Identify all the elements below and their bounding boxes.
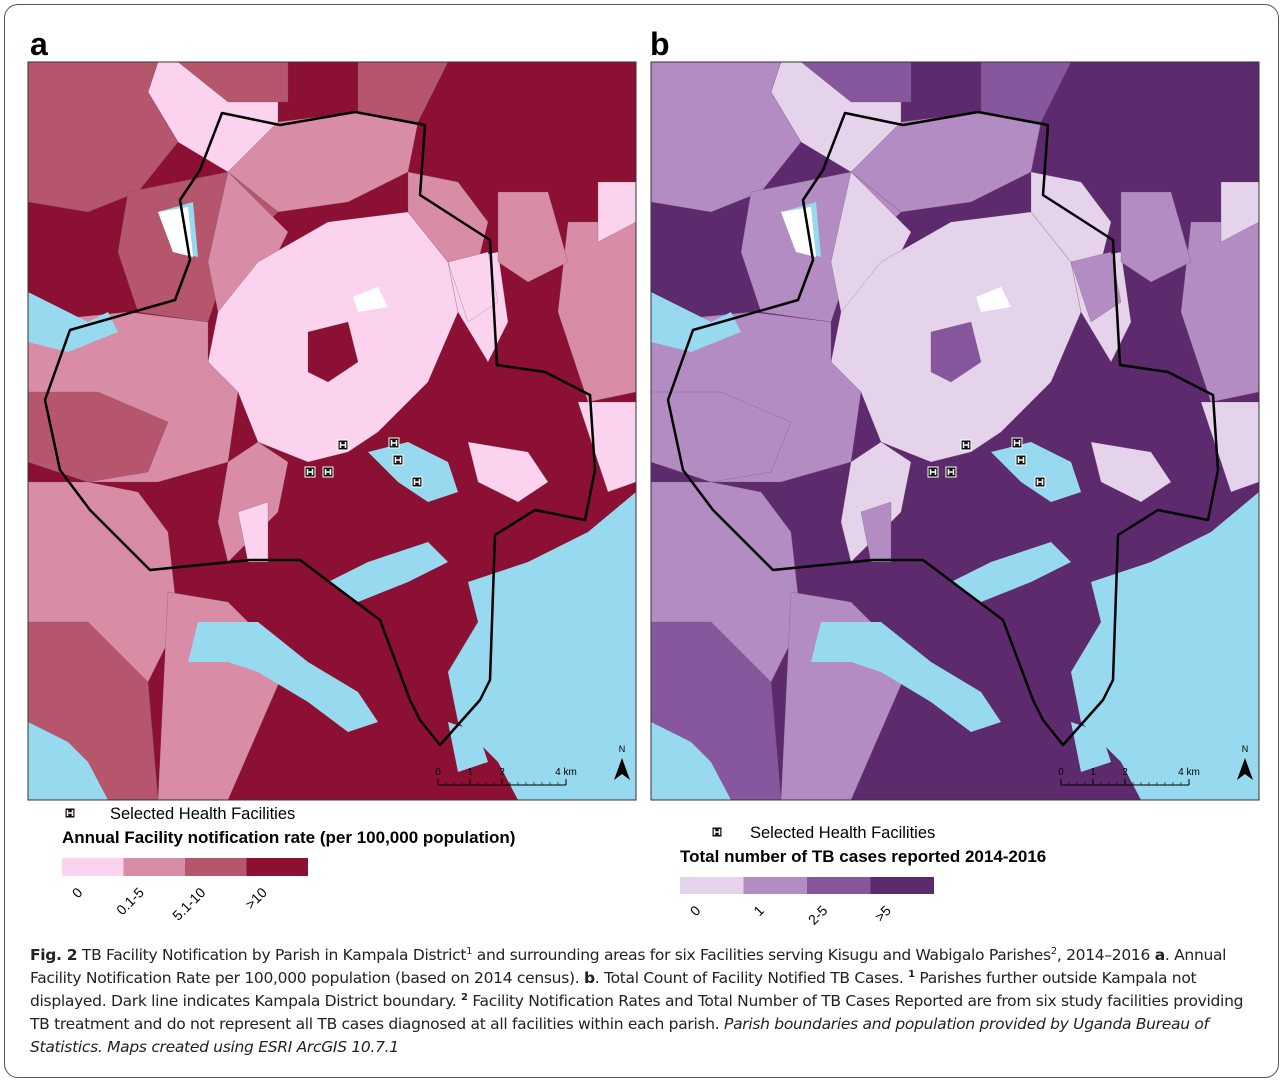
legend-label: 0.1-5 (113, 884, 147, 918)
legend-swatch (185, 858, 247, 876)
legend-label: 2-5 (805, 902, 831, 928)
legend-label: 0 (687, 902, 704, 919)
legend-swatch (744, 877, 808, 894)
scale-label: 4 km (1178, 767, 1200, 778)
scale-label: 0 (1058, 767, 1064, 778)
scale-label: 0 (435, 767, 441, 778)
caption-text: . Total Count of Facility Notified TB Ca… (595, 969, 908, 987)
scale-label: 2 (499, 767, 505, 778)
legend-label: 1 (750, 902, 767, 919)
north-label: N (1242, 744, 1249, 754)
panel-label: b (650, 26, 670, 62)
legend-swatch (62, 858, 124, 876)
facility-legend-label: Selected Health Facilities (750, 824, 935, 842)
map: 0 1 2 4 km N (28, 62, 636, 800)
page: {"panels": [ {"label": "a", "facility_la… (0, 0, 1285, 1084)
north-label: N (619, 744, 626, 754)
caption-text: Fig. 2 (30, 946, 77, 964)
legend-swatch (871, 877, 935, 894)
legend-title: Annual Facility notification rate (per 1… (62, 828, 515, 847)
legend-swatch (247, 858, 309, 876)
legend-label: 0 (69, 884, 86, 901)
legend-label: 5.1-10 (169, 884, 209, 924)
caption-text: 1 (908, 969, 915, 980)
scale-label: 1 (1090, 767, 1096, 778)
legend-title: Total number of TB cases reported 2014-2… (680, 847, 1046, 866)
legend-swatch (807, 877, 871, 894)
caption-text: b (584, 969, 595, 987)
legend-label: >10 (242, 884, 270, 912)
legend-label: >5 (871, 902, 894, 925)
scale-label: 1 (467, 767, 473, 778)
caption: Fig. 2 TB Facility Notification by Paris… (30, 944, 1258, 1059)
legend-swatch (124, 858, 186, 876)
caption-text: , 2014–2016 (1057, 946, 1155, 964)
facility-legend-label: Selected Health Facilities (110, 805, 295, 823)
map: 0 1 2 4 km N (651, 62, 1259, 800)
caption-text: and surrounding areas for six Facilities… (472, 946, 1051, 964)
figure: a 0 1 2 4 km N Selected Health Facilities Annua… (0, 0, 1285, 940)
caption-text: a (1155, 946, 1165, 964)
panel-label: a (30, 26, 48, 62)
caption-text: TB Facility Notification by Parish in Ka… (77, 946, 466, 964)
caption-text: 2 (461, 992, 468, 1003)
map-body (651, 62, 1259, 800)
map-body (28, 62, 636, 800)
legend-swatch (680, 877, 744, 894)
scale-label: 2 (1122, 767, 1128, 778)
scale-label: 4 km (555, 767, 577, 778)
